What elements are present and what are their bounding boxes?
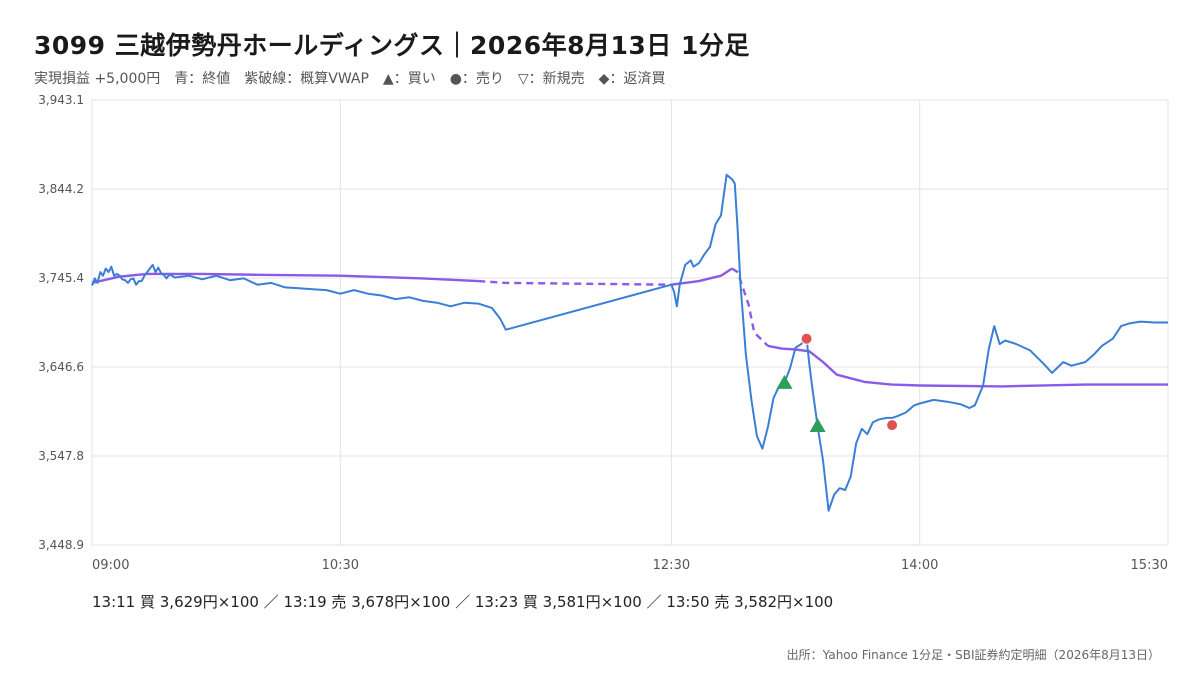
sell-marker	[886, 419, 899, 432]
vwap-line	[478, 279, 672, 286]
close-price-line	[91, 173, 1168, 512]
vwap-line	[767, 344, 1168, 388]
trade-summary: 13:11 買 3,629円×100 ／ 13:19 売 3,678円×100 …	[92, 593, 834, 611]
y-tick-label: 3,844.2	[38, 182, 84, 196]
sell-marker	[800, 332, 813, 345]
y-tick-label: 3,646.6	[38, 360, 84, 374]
y-tick-label: 3,943.1	[38, 93, 84, 107]
buy-marker	[809, 418, 826, 433]
x-tick-label: 12:30	[653, 558, 690, 573]
source-note: 出所：Yahoo Finance 1分足・SBI証券約定明細（2026年8月13…	[786, 648, 1160, 662]
plot-area	[91, 99, 1169, 546]
x-tick-label: 10:30	[322, 558, 359, 573]
vwap-line	[91, 272, 479, 285]
x-tick-label: 15:30	[1131, 558, 1168, 573]
buy-marker	[776, 374, 793, 389]
vwap-line	[671, 267, 733, 286]
chart-title: 3099 三越伊勢丹ホールディングス｜2026年8月13日 1分足	[34, 31, 750, 60]
vwap-line	[731, 267, 769, 347]
chart-legend-subtitle: 実現損益 +5,000円 青：終値 紫破線：概算VWAP ▲：買い ●：売り ▽…	[34, 71, 666, 87]
x-tick-label: 14:00	[901, 558, 938, 573]
y-tick-label: 3,448.9	[38, 538, 84, 552]
x-tick-label: 09:00	[92, 558, 129, 573]
y-tick-label: 3,745.4	[38, 271, 84, 285]
y-tick-label: 3,547.8	[38, 449, 84, 463]
